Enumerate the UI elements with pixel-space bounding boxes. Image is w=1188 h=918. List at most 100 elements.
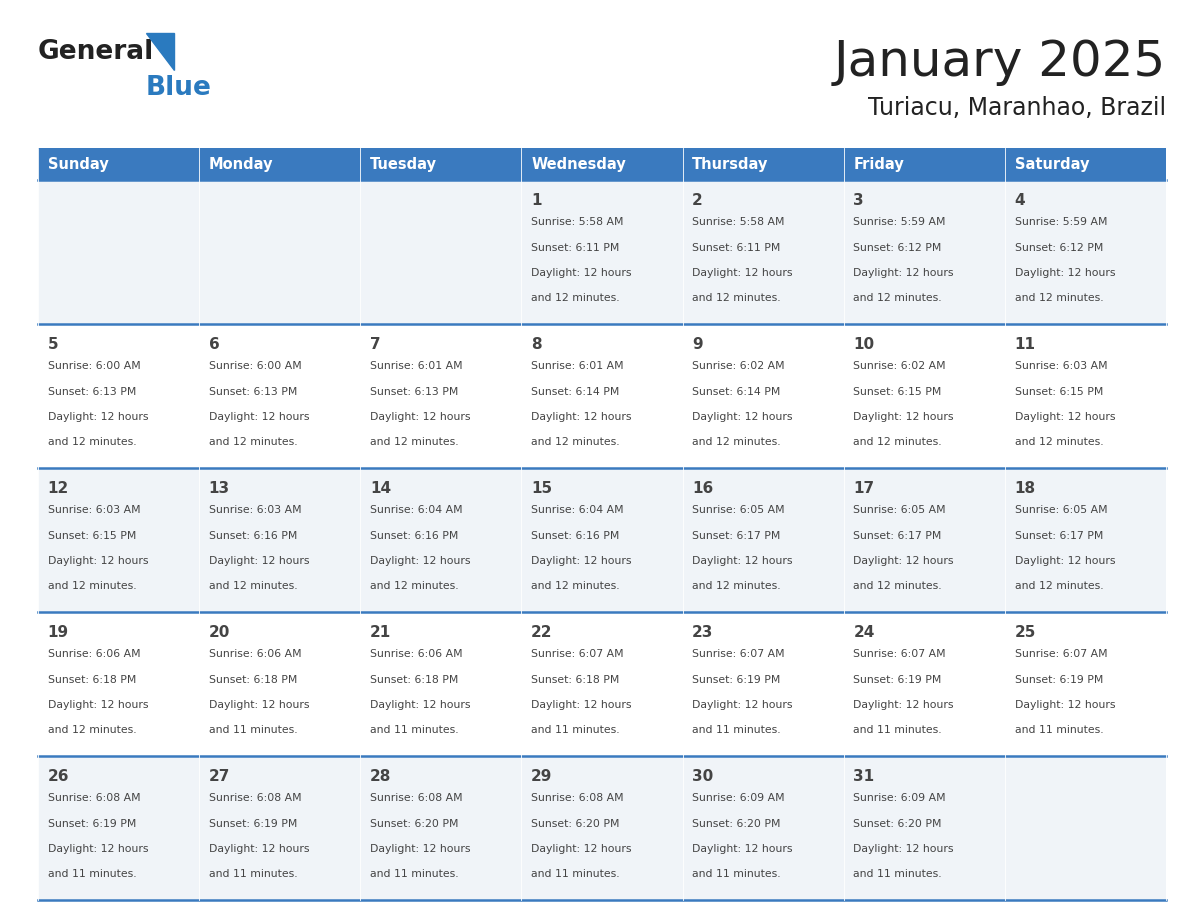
Polygon shape	[146, 33, 173, 70]
Text: and 12 minutes.: and 12 minutes.	[369, 437, 459, 447]
Bar	[683, 612, 843, 756]
Text: 16: 16	[693, 481, 714, 496]
Text: Thursday: Thursday	[693, 156, 769, 172]
Text: Sunset: 6:18 PM: Sunset: 6:18 PM	[369, 675, 459, 685]
Bar	[360, 756, 522, 900]
Text: Daylight: 12 hours: Daylight: 12 hours	[693, 412, 792, 422]
Text: Sunrise: 6:09 AM: Sunrise: 6:09 AM	[853, 793, 946, 803]
Text: Sunset: 6:20 PM: Sunset: 6:20 PM	[531, 819, 620, 829]
Text: Sunset: 6:15 PM: Sunset: 6:15 PM	[853, 386, 942, 397]
Bar	[683, 324, 843, 468]
Text: 24: 24	[853, 625, 874, 640]
Bar	[843, 756, 1005, 900]
Text: and 12 minutes.: and 12 minutes.	[369, 581, 459, 591]
Text: 20: 20	[209, 625, 230, 640]
Text: 5: 5	[48, 337, 58, 352]
Text: Daylight: 12 hours: Daylight: 12 hours	[853, 700, 954, 710]
Text: and 12 minutes.: and 12 minutes.	[853, 293, 942, 303]
Bar	[200, 612, 360, 756]
Text: and 11 minutes.: and 11 minutes.	[1015, 725, 1104, 735]
Text: Sunrise: 5:59 AM: Sunrise: 5:59 AM	[1015, 218, 1107, 228]
Text: Sunset: 6:17 PM: Sunset: 6:17 PM	[1015, 531, 1102, 541]
Text: Daylight: 12 hours: Daylight: 12 hours	[369, 700, 470, 710]
Text: Daylight: 12 hours: Daylight: 12 hours	[693, 555, 792, 565]
Text: Sunday: Sunday	[48, 156, 108, 172]
Text: Daylight: 12 hours: Daylight: 12 hours	[48, 700, 148, 710]
Text: and 12 minutes.: and 12 minutes.	[1015, 437, 1104, 447]
Text: Sunset: 6:19 PM: Sunset: 6:19 PM	[853, 675, 942, 685]
Bar	[38, 180, 200, 324]
Text: 11: 11	[1015, 337, 1036, 352]
Text: 31: 31	[853, 769, 874, 784]
Text: and 12 minutes.: and 12 minutes.	[693, 437, 781, 447]
Bar	[360, 148, 522, 180]
Text: Sunrise: 6:07 AM: Sunrise: 6:07 AM	[1015, 649, 1107, 659]
Text: Tuesday: Tuesday	[369, 156, 437, 172]
Text: Sunrise: 6:08 AM: Sunrise: 6:08 AM	[531, 793, 624, 803]
Bar	[1005, 180, 1165, 324]
Text: 29: 29	[531, 769, 552, 784]
Text: Sunrise: 6:02 AM: Sunrise: 6:02 AM	[853, 362, 946, 372]
Text: Sunrise: 6:00 AM: Sunrise: 6:00 AM	[48, 362, 140, 372]
Text: Sunrise: 5:58 AM: Sunrise: 5:58 AM	[531, 218, 624, 228]
Text: Sunrise: 6:05 AM: Sunrise: 6:05 AM	[853, 506, 946, 515]
Text: Daylight: 12 hours: Daylight: 12 hours	[853, 844, 954, 854]
Bar	[1005, 468, 1165, 612]
Text: Sunrise: 6:08 AM: Sunrise: 6:08 AM	[48, 793, 140, 803]
Text: 22: 22	[531, 625, 552, 640]
Bar	[1005, 324, 1165, 468]
Text: and 11 minutes.: and 11 minutes.	[369, 725, 459, 735]
Text: Sunrise: 6:02 AM: Sunrise: 6:02 AM	[693, 362, 785, 372]
Text: Sunset: 6:15 PM: Sunset: 6:15 PM	[48, 531, 137, 541]
Text: Daylight: 12 hours: Daylight: 12 hours	[1015, 700, 1116, 710]
Text: Sunrise: 6:07 AM: Sunrise: 6:07 AM	[693, 649, 785, 659]
Bar	[843, 324, 1005, 468]
Text: and 12 minutes.: and 12 minutes.	[531, 293, 620, 303]
Text: and 12 minutes.: and 12 minutes.	[48, 725, 137, 735]
Text: Sunset: 6:16 PM: Sunset: 6:16 PM	[209, 531, 297, 541]
Text: Sunset: 6:14 PM: Sunset: 6:14 PM	[531, 386, 619, 397]
Text: Sunrise: 6:01 AM: Sunrise: 6:01 AM	[369, 362, 462, 372]
Text: Sunrise: 6:05 AM: Sunrise: 6:05 AM	[1015, 506, 1107, 515]
Text: 28: 28	[369, 769, 391, 784]
Text: Sunrise: 6:05 AM: Sunrise: 6:05 AM	[693, 506, 785, 515]
Text: and 12 minutes.: and 12 minutes.	[853, 581, 942, 591]
Text: Daylight: 12 hours: Daylight: 12 hours	[531, 844, 632, 854]
Text: Sunrise: 6:00 AM: Sunrise: 6:00 AM	[209, 362, 302, 372]
Text: Sunrise: 6:06 AM: Sunrise: 6:06 AM	[369, 649, 462, 659]
Text: 15: 15	[531, 481, 552, 496]
Text: 27: 27	[209, 769, 230, 784]
Text: Sunrise: 6:06 AM: Sunrise: 6:06 AM	[209, 649, 302, 659]
Bar	[360, 324, 522, 468]
Text: Monday: Monday	[209, 156, 273, 172]
Text: Daylight: 12 hours: Daylight: 12 hours	[1015, 555, 1116, 565]
Bar	[522, 148, 683, 180]
Text: and 12 minutes.: and 12 minutes.	[209, 581, 297, 591]
Text: Sunset: 6:18 PM: Sunset: 6:18 PM	[209, 675, 297, 685]
Bar	[38, 756, 200, 900]
Bar	[200, 148, 360, 180]
Text: Sunrise: 6:07 AM: Sunrise: 6:07 AM	[853, 649, 946, 659]
Text: and 11 minutes.: and 11 minutes.	[531, 725, 620, 735]
Text: Sunset: 6:20 PM: Sunset: 6:20 PM	[853, 819, 942, 829]
Text: 3: 3	[853, 193, 864, 208]
Text: Sunset: 6:14 PM: Sunset: 6:14 PM	[693, 386, 781, 397]
Text: Blue: Blue	[146, 75, 211, 101]
Text: Daylight: 12 hours: Daylight: 12 hours	[369, 555, 470, 565]
Text: Sunset: 6:19 PM: Sunset: 6:19 PM	[48, 819, 137, 829]
Bar	[360, 180, 522, 324]
Text: and 11 minutes.: and 11 minutes.	[853, 869, 942, 879]
Text: Sunset: 6:13 PM: Sunset: 6:13 PM	[48, 386, 137, 397]
Bar	[683, 756, 843, 900]
Text: and 11 minutes.: and 11 minutes.	[853, 725, 942, 735]
Text: and 11 minutes.: and 11 minutes.	[369, 869, 459, 879]
Text: Sunset: 6:19 PM: Sunset: 6:19 PM	[209, 819, 297, 829]
Text: 6: 6	[209, 337, 220, 352]
Text: Daylight: 12 hours: Daylight: 12 hours	[531, 700, 632, 710]
Text: Daylight: 12 hours: Daylight: 12 hours	[209, 412, 309, 422]
Bar	[200, 324, 360, 468]
Text: Sunset: 6:19 PM: Sunset: 6:19 PM	[1015, 675, 1102, 685]
Bar	[522, 468, 683, 612]
Text: 7: 7	[369, 337, 380, 352]
Text: Sunset: 6:18 PM: Sunset: 6:18 PM	[48, 675, 137, 685]
